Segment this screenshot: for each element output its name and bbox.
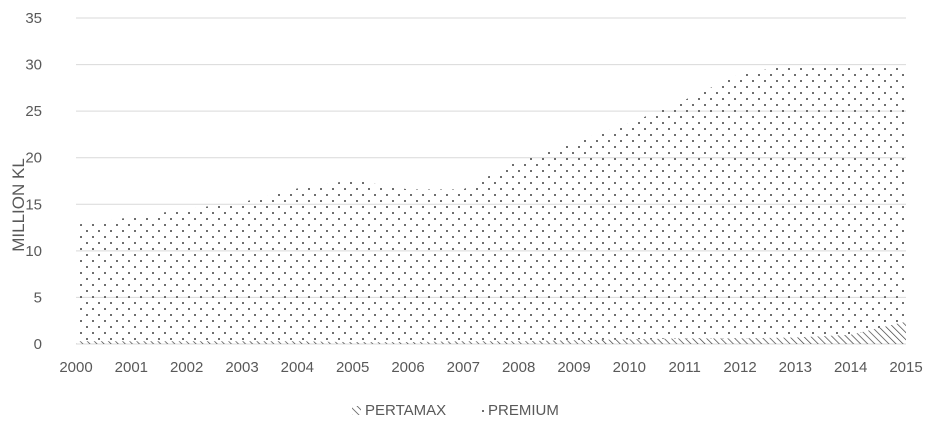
x-tick-label: 2014	[834, 359, 867, 376]
legend-label: PREMIUM	[488, 402, 559, 419]
legend-swatch	[475, 406, 484, 415]
y-tick-label: 0	[34, 336, 42, 353]
y-tick-label: 25	[25, 103, 42, 120]
y-axis-ticks: 0 5 10 15 20 25 30 35	[25, 10, 42, 353]
y-tick-label: 5	[34, 289, 42, 306]
x-tick-label: 2003	[225, 359, 258, 376]
legend-item-pertamax: PERTAMAX	[352, 402, 446, 419]
x-tick-label: 2007	[447, 359, 480, 376]
area-premium	[76, 64, 906, 343]
legend: PERTAMAX PREMIUM	[352, 402, 559, 419]
x-tick-label: 2010	[613, 359, 646, 376]
x-tick-label: 2002	[170, 359, 203, 376]
y-tick-label: 20	[25, 150, 42, 167]
area-pertamax	[76, 321, 906, 344]
x-axis-ticks: 2000 2001 2002 2003 2004 2005 2006 2007 2008 2009…	[59, 359, 922, 376]
x-tick-label: 2005	[336, 359, 369, 376]
y-tick-label: 35	[25, 10, 42, 27]
x-tick-label: 2011	[669, 359, 701, 376]
x-tick-label: 2009	[557, 359, 590, 376]
x-tick-label: 2006	[391, 359, 424, 376]
legend-item-premium: PREMIUM	[475, 402, 559, 419]
area-series	[76, 64, 906, 344]
legend-label: PERTAMAX	[365, 402, 446, 419]
x-tick-label: 2015	[889, 359, 922, 376]
x-tick-label: 2001	[115, 359, 148, 376]
x-tick-label: 2000	[59, 359, 92, 376]
x-tick-label: 2012	[723, 359, 756, 376]
legend-swatch	[352, 406, 361, 415]
y-axis-label: MILLION KL	[9, 158, 28, 252]
x-tick-label: 2004	[281, 359, 314, 376]
x-tick-label: 2013	[779, 359, 812, 376]
y-tick-label: 30	[25, 57, 42, 74]
y-tick-label: 15	[25, 196, 42, 213]
y-tick-label: 10	[25, 243, 42, 260]
x-tick-label: 2008	[502, 359, 535, 376]
